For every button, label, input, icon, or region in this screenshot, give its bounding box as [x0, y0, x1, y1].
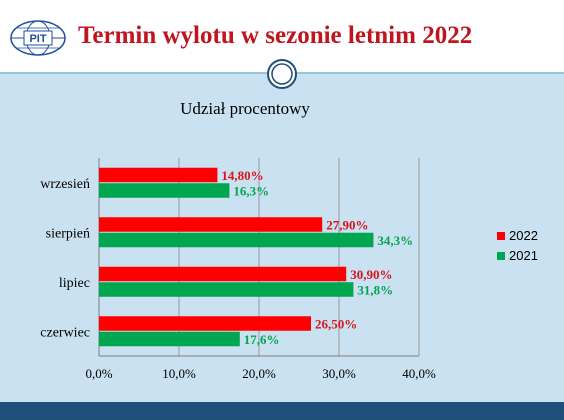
bar-2022-czerwiec	[99, 316, 311, 331]
bar-2022-lipiec	[99, 266, 347, 282]
pit-logo: PIT	[10, 20, 66, 56]
y-category-label: sierpień	[46, 226, 90, 241]
data-label: 14,80%	[221, 168, 263, 183]
legend-swatch-2021	[497, 252, 505, 260]
legend-swatch-2022	[497, 232, 505, 240]
data-label: 34,3%	[377, 233, 413, 248]
data-label: 31,8%	[357, 282, 393, 297]
y-category-label: wrzesień	[40, 177, 90, 192]
x-tick-label: 20,0%	[242, 366, 276, 381]
legend-label: 2022	[509, 228, 538, 243]
y-category-label: czerwiec	[40, 325, 90, 340]
bar-2022-wrzesień	[99, 167, 218, 183]
data-label: 26,50%	[315, 316, 357, 331]
x-tick-label: 40,0%	[402, 366, 436, 381]
page-title: Termin wylotu w sezonie letnim 2022	[78, 22, 473, 49]
bar-2021-sierpień	[99, 232, 374, 248]
bar-2021-wrzesień	[99, 183, 230, 198]
data-label: 16,3%	[233, 183, 269, 198]
y-category-label: lipiec	[59, 276, 90, 291]
data-label: 17,6%	[244, 332, 280, 347]
data-label: 27,90%	[326, 217, 368, 232]
x-tick-label: 10,0%	[162, 366, 196, 381]
x-tick-label: 0,0%	[85, 366, 112, 381]
data-label: 30,90%	[350, 267, 392, 282]
bar-2021-czerwiec	[99, 331, 240, 347]
bar-2022-sierpień	[99, 217, 323, 232]
footer-bar	[0, 402, 564, 420]
circle-ornament-icon	[267, 59, 297, 89]
chart-title: Udział procentowy	[180, 99, 310, 118]
bar-2021-lipiec	[99, 282, 354, 297]
legend-label: 2021	[509, 248, 538, 263]
x-tick-label: 30,0%	[322, 366, 356, 381]
logo-text: PIT	[29, 33, 46, 45]
